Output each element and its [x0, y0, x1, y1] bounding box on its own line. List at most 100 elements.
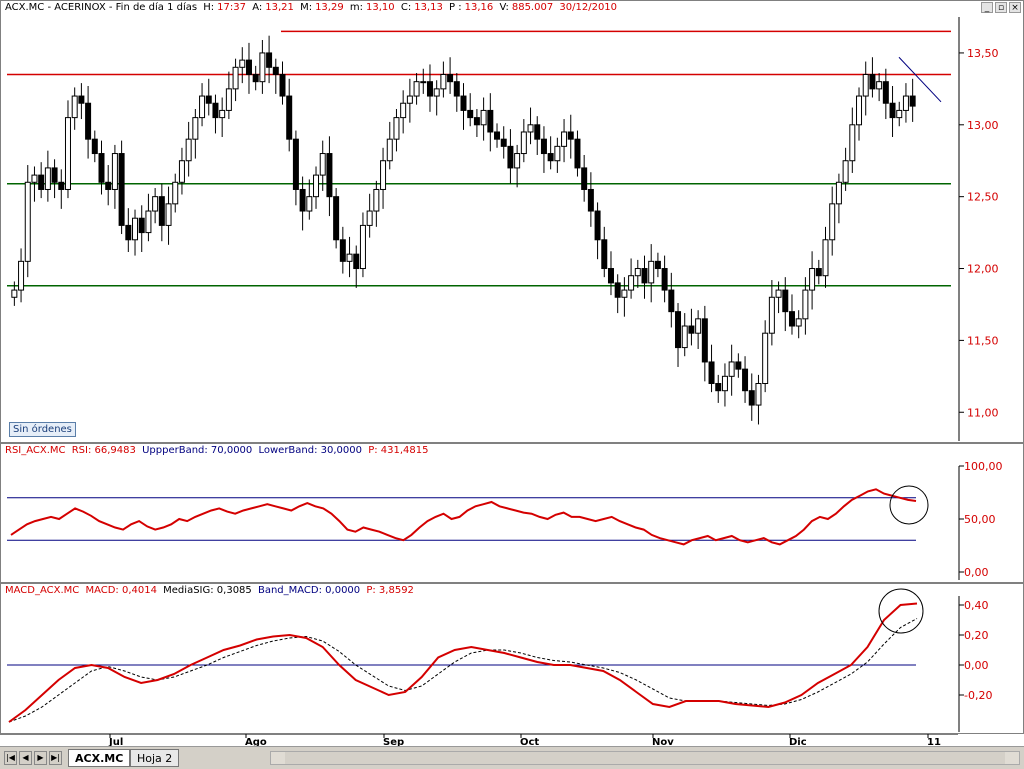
- candle-body: [346, 253, 353, 262]
- macd-signal-line: [8, 618, 918, 723]
- candle-body: [353, 253, 360, 270]
- candle-body: [494, 131, 501, 140]
- candle-body: [453, 81, 460, 97]
- candle-body: [359, 224, 366, 270]
- candle-body: [306, 196, 313, 212]
- candle-body: [634, 268, 641, 277]
- symbol-label: ACX.MC - ACERINOX - Fin de día 1 días: [5, 2, 198, 13]
- candle-body: [460, 95, 467, 111]
- candle-body: [909, 95, 916, 107]
- candle-body: [788, 311, 795, 327]
- first-sheet-icon[interactable]: |◀: [4, 751, 17, 765]
- prev-sheet-icon[interactable]: ◀: [19, 751, 32, 765]
- candle-body: [762, 332, 769, 385]
- rsi-line: [10, 488, 917, 546]
- sheet-tab-bar: |◀ ◀ ▶ ▶| ACX.MC Hoja 2: [0, 746, 1024, 769]
- candle-body: [654, 260, 661, 270]
- candle-body: [601, 239, 608, 270]
- candle-body: [272, 66, 279, 75]
- scroll-thumb[interactable]: [285, 752, 1005, 764]
- candle-body: [51, 167, 58, 183]
- next-sheet-icon[interactable]: ▶: [34, 751, 47, 765]
- candle-body: [507, 145, 514, 169]
- price-panel: ACX.MC - ACERINOX - Fin de día 1 días H:…: [0, 0, 1024, 443]
- candle-body: [447, 73, 454, 83]
- candle-body: [105, 181, 112, 190]
- candle-body: [735, 361, 742, 370]
- trendline: [898, 56, 942, 103]
- rsi-tick-label: 0,00: [964, 566, 989, 579]
- restore-icon[interactable]: ▫: [995, 2, 1007, 13]
- close-icon[interactable]: ×: [1009, 2, 1021, 13]
- horizontal-scrollbar[interactable]: [270, 751, 1020, 765]
- candle-body: [326, 153, 333, 198]
- candle-body: [802, 289, 809, 320]
- rsi-panel: RSI_ACX.MC RSI: 66,9483 UppperBand: 70,0…: [0, 443, 1024, 583]
- tab-hoja2[interactable]: Hoja 2: [130, 749, 180, 767]
- candle-body: [158, 196, 165, 226]
- candle-body: [132, 217, 139, 241]
- candle-body: [433, 88, 440, 97]
- price-tick-label: 12,00: [967, 263, 999, 276]
- candle-body: [534, 124, 541, 140]
- candle-body: [91, 138, 98, 155]
- candle-body: [339, 239, 346, 262]
- candle-body: [748, 390, 755, 406]
- rsi-header: RSI_ACX.MC RSI: 66,9483 UppperBand: 70,0…: [5, 445, 429, 456]
- candle-body: [205, 95, 212, 104]
- sin-ordenes-badge[interactable]: Sin órdenes: [9, 422, 76, 437]
- candle-body: [393, 117, 400, 140]
- minimize-icon[interactable]: _: [981, 2, 993, 13]
- candle-body: [862, 73, 869, 97]
- macd-chart[interactable]: 0,40 0,20 0,00 -0,20: [1, 584, 1024, 734]
- candle-body: [540, 138, 547, 155]
- candle-body: [587, 188, 594, 212]
- window-buttons: _ ▫ ×: [981, 2, 1021, 13]
- candle-body: [755, 383, 762, 406]
- candle-body: [889, 102, 896, 119]
- candle-body: [259, 52, 266, 83]
- date-label: 30/12/2010: [559, 2, 618, 13]
- candle-body: [721, 375, 728, 392]
- candle-body: [31, 174, 38, 183]
- candle-body: [292, 138, 299, 190]
- candle-body: [125, 224, 132, 241]
- candle-body: [413, 81, 420, 97]
- tab-acx[interactable]: ACX.MC: [68, 749, 131, 767]
- x-axis: Jul Ago Sep Oct Nov Dic 11: [0, 734, 958, 746]
- candle-body: [78, 95, 85, 104]
- candle-body: [299, 188, 306, 212]
- candle-body: [266, 52, 273, 68]
- candle-body: [621, 289, 628, 298]
- candle-body: [514, 153, 521, 169]
- candle-body: [11, 289, 18, 298]
- candle-body: [842, 160, 849, 183]
- candle-body: [44, 167, 51, 190]
- candle-body: [279, 73, 286, 97]
- rsi-highlight-circle: [889, 485, 929, 525]
- candle-body: [165, 203, 172, 226]
- price-chart[interactable]: 13,50 13,00 12,50 12,00 11,50 11,00: [1, 1, 1024, 443]
- last-sheet-icon[interactable]: ▶|: [49, 751, 62, 765]
- candle-body: [701, 318, 708, 363]
- candle-body: [882, 81, 889, 104]
- price-tick-label: 12,50: [967, 191, 999, 204]
- month-label: 11: [927, 737, 941, 746]
- candle-body: [286, 95, 293, 140]
- candle-body: [373, 188, 380, 212]
- macd-tick-label: 0,20: [964, 629, 989, 642]
- candle-body: [232, 66, 239, 90]
- candle-body: [380, 160, 387, 190]
- candle-body: [138, 217, 145, 234]
- rsi-chart[interactable]: 100,00 50,00 0,00: [1, 444, 1024, 583]
- candle-body: [869, 73, 876, 90]
- candle-body: [98, 153, 105, 183]
- candle-body: [366, 210, 373, 226]
- macd-line: [8, 602, 918, 723]
- candle-body: [487, 109, 494, 133]
- macd-tick-label: 0,00: [964, 659, 989, 672]
- candle-body: [688, 325, 695, 334]
- macd-panel: MACD_ACX.MC MACD: 0,4014 MediaSIG: 0,308…: [0, 583, 1024, 734]
- macd-tick-label: 0,40: [964, 599, 989, 612]
- candle-body: [313, 174, 320, 198]
